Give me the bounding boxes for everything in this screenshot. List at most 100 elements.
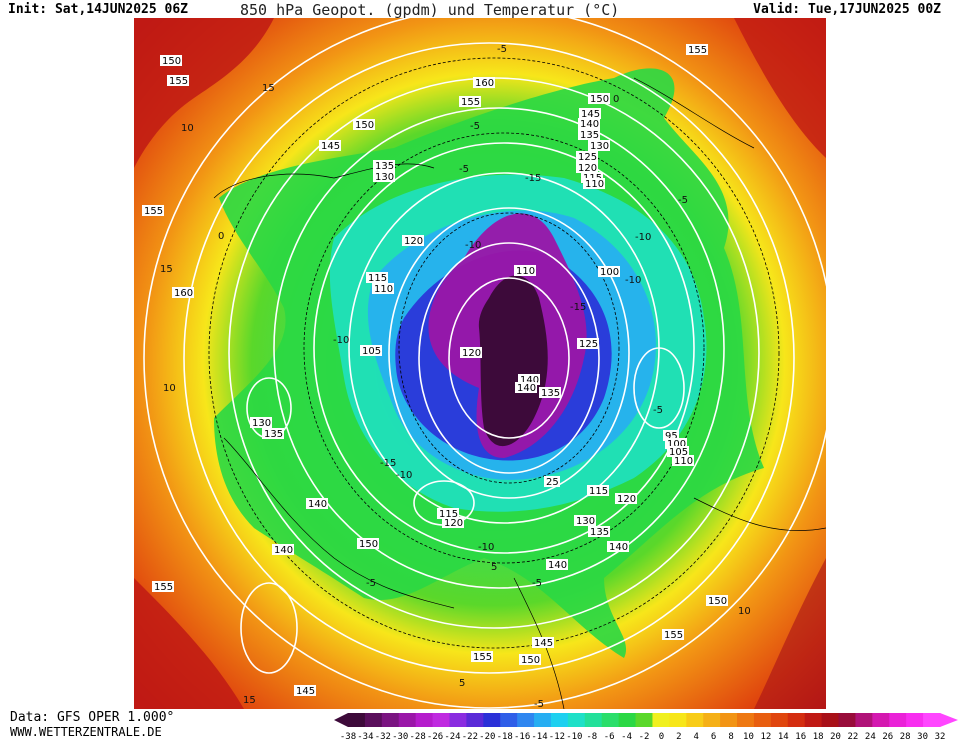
geopotential-label: 150	[357, 538, 379, 550]
svg-text:130: 130	[576, 516, 595, 527]
svg-text:145: 145	[296, 686, 315, 697]
svg-text:110: 110	[585, 179, 604, 190]
svg-text:155: 155	[688, 45, 707, 56]
legend-swatch	[720, 713, 738, 727]
geopotential-label: 120	[615, 493, 637, 505]
temperature-label: 5	[459, 678, 465, 689]
svg-text:125: 125	[578, 152, 597, 163]
header-bar: Init: Sat,14JUN2025 06Z 850 hPa Geopot. …	[0, 0, 959, 19]
legend-swatch	[381, 713, 400, 727]
legend-tick-label: -24	[444, 732, 460, 741]
legend-tick-label: -10	[566, 732, 582, 741]
geopotential-label: 120	[460, 347, 482, 359]
geopotential-label: 120	[576, 162, 598, 174]
legend-tick-label: -26	[427, 732, 443, 741]
legend-tick-label: -8	[586, 732, 597, 741]
geopotential-label: 155	[686, 44, 708, 56]
svg-text:135: 135	[375, 161, 394, 172]
legend-swatch	[618, 713, 637, 727]
geopotential-label: 135	[578, 129, 600, 141]
geopotential-label: 140	[515, 382, 537, 394]
legend-bar: -38 -34 -32 -30 -28 -26 -24 -22 -20 -18 -16 -14 -12-…	[334, 713, 958, 742]
legend-tick-label: -4	[621, 732, 632, 741]
geopotential-label: 155	[662, 629, 684, 641]
svg-text:100: 100	[667, 439, 686, 450]
geopotential-labels: 1501551551601551501501451401351301251201…	[142, 44, 728, 697]
weather-map: 150 155 155 160 155 150 150 145 140 135 130 125 120 1…	[134, 18, 826, 709]
geopotential-label: 145	[579, 108, 601, 120]
geopotential-label: 140	[607, 541, 629, 553]
svg-text:150: 150	[355, 120, 374, 131]
geopotential-label: 125	[576, 151, 598, 163]
geopotential-label: 135	[373, 160, 395, 172]
geopotential-label: 150	[588, 93, 610, 105]
geopotential-label: 155	[142, 205, 164, 217]
legend-swatch	[635, 713, 653, 727]
legend-swatch	[550, 713, 569, 727]
legend-tick-label: -34	[357, 732, 373, 741]
legend-tick-label: -30	[392, 732, 408, 741]
temperature-label: -15	[525, 173, 541, 184]
legend-tick-label: -6	[604, 732, 615, 741]
temperature-label: -5	[459, 164, 469, 175]
legend-tick-label: -12	[549, 732, 565, 741]
legend-swatch	[483, 713, 501, 727]
legend-tick-label: -22	[462, 732, 478, 741]
legend-swatch	[872, 713, 890, 727]
geopotential-label: 140	[306, 498, 328, 510]
temperature-label: -5	[534, 699, 544, 709]
legend-swatch	[669, 713, 687, 727]
legend-tick-label: 32	[935, 732, 946, 741]
legend-tick-label: -38	[340, 732, 356, 741]
geopotential-label: 115	[437, 508, 459, 520]
svg-text:25: 25	[546, 477, 559, 488]
geopotential-label: 115	[587, 485, 609, 497]
legend-swatch	[432, 713, 450, 727]
svg-text:115: 115	[589, 486, 608, 497]
geopotential-label: 115	[366, 272, 388, 284]
geopotential-label: 110	[372, 283, 394, 295]
temperature-label: -10	[478, 542, 494, 553]
legend-tick-label: -14	[531, 732, 547, 741]
svg-text:110: 110	[674, 456, 693, 467]
svg-text:125: 125	[579, 339, 598, 350]
warm-corner-se	[754, 558, 826, 709]
legend-swatch	[534, 713, 552, 727]
legend-swatch	[415, 713, 434, 727]
geopotential-label: 95	[663, 430, 679, 442]
legend-swatch	[364, 713, 383, 727]
svg-text:140: 140	[520, 375, 539, 386]
geopotential-label: 145	[319, 140, 341, 152]
legend-swatch	[737, 713, 755, 727]
svg-text:135: 135	[590, 527, 609, 538]
svg-text:120: 120	[404, 236, 423, 247]
temperature-label: -5	[470, 121, 480, 132]
svg-text:115: 115	[439, 509, 458, 520]
svg-text:135: 135	[264, 429, 283, 440]
svg-text:140: 140	[517, 383, 536, 394]
temperature-labels: -515100-5-5-15-10-10-10-51510-15-5-10-15…	[160, 44, 751, 709]
legend-tick-label: 22	[848, 732, 859, 741]
legend-arrow-left	[334, 713, 348, 727]
geopotential-label: 130	[574, 515, 596, 527]
init-time: Init: Sat,14JUN2025 06Z	[8, 2, 189, 17]
legend-swatch	[449, 713, 467, 727]
legend-swatch	[500, 713, 518, 727]
legend-swatch	[584, 713, 603, 727]
warm-corner-sw	[134, 578, 244, 709]
svg-text:110: 110	[516, 266, 535, 277]
temperature-label: -5	[653, 405, 663, 416]
svg-text:140: 140	[580, 119, 599, 130]
legend-swatch	[906, 713, 924, 727]
legend-tick-label: -2	[639, 732, 650, 741]
temperature-label: 15	[262, 83, 275, 94]
legend-swatch	[567, 713, 586, 727]
svg-text:115: 115	[368, 273, 387, 284]
svg-text:155: 155	[461, 97, 480, 108]
legend-tick-label: -20	[479, 732, 495, 741]
geopotential-label: 120	[402, 235, 424, 247]
legend-swatch	[753, 713, 772, 727]
svg-text:145: 145	[321, 141, 340, 152]
svg-text:105: 105	[362, 346, 381, 357]
geopotential-label: 120	[442, 517, 464, 529]
